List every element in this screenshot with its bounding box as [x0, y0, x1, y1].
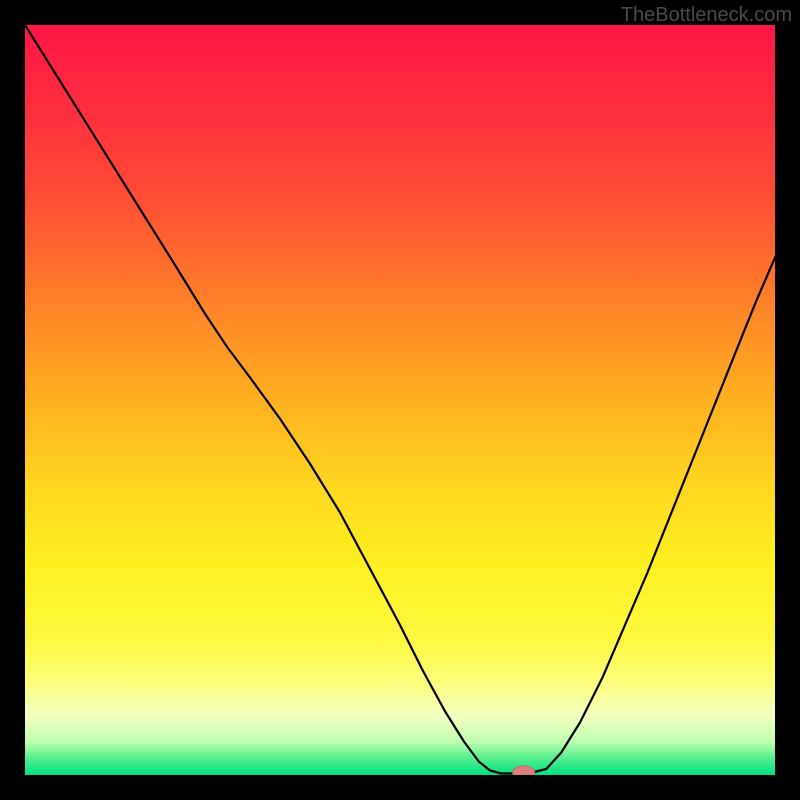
watermark-text: TheBottleneck.com: [621, 4, 792, 27]
plot-area: [25, 25, 775, 775]
chart-container: TheBottleneck.com: [0, 0, 800, 800]
chart-svg: [25, 25, 775, 775]
gradient-background: [25, 25, 775, 775]
